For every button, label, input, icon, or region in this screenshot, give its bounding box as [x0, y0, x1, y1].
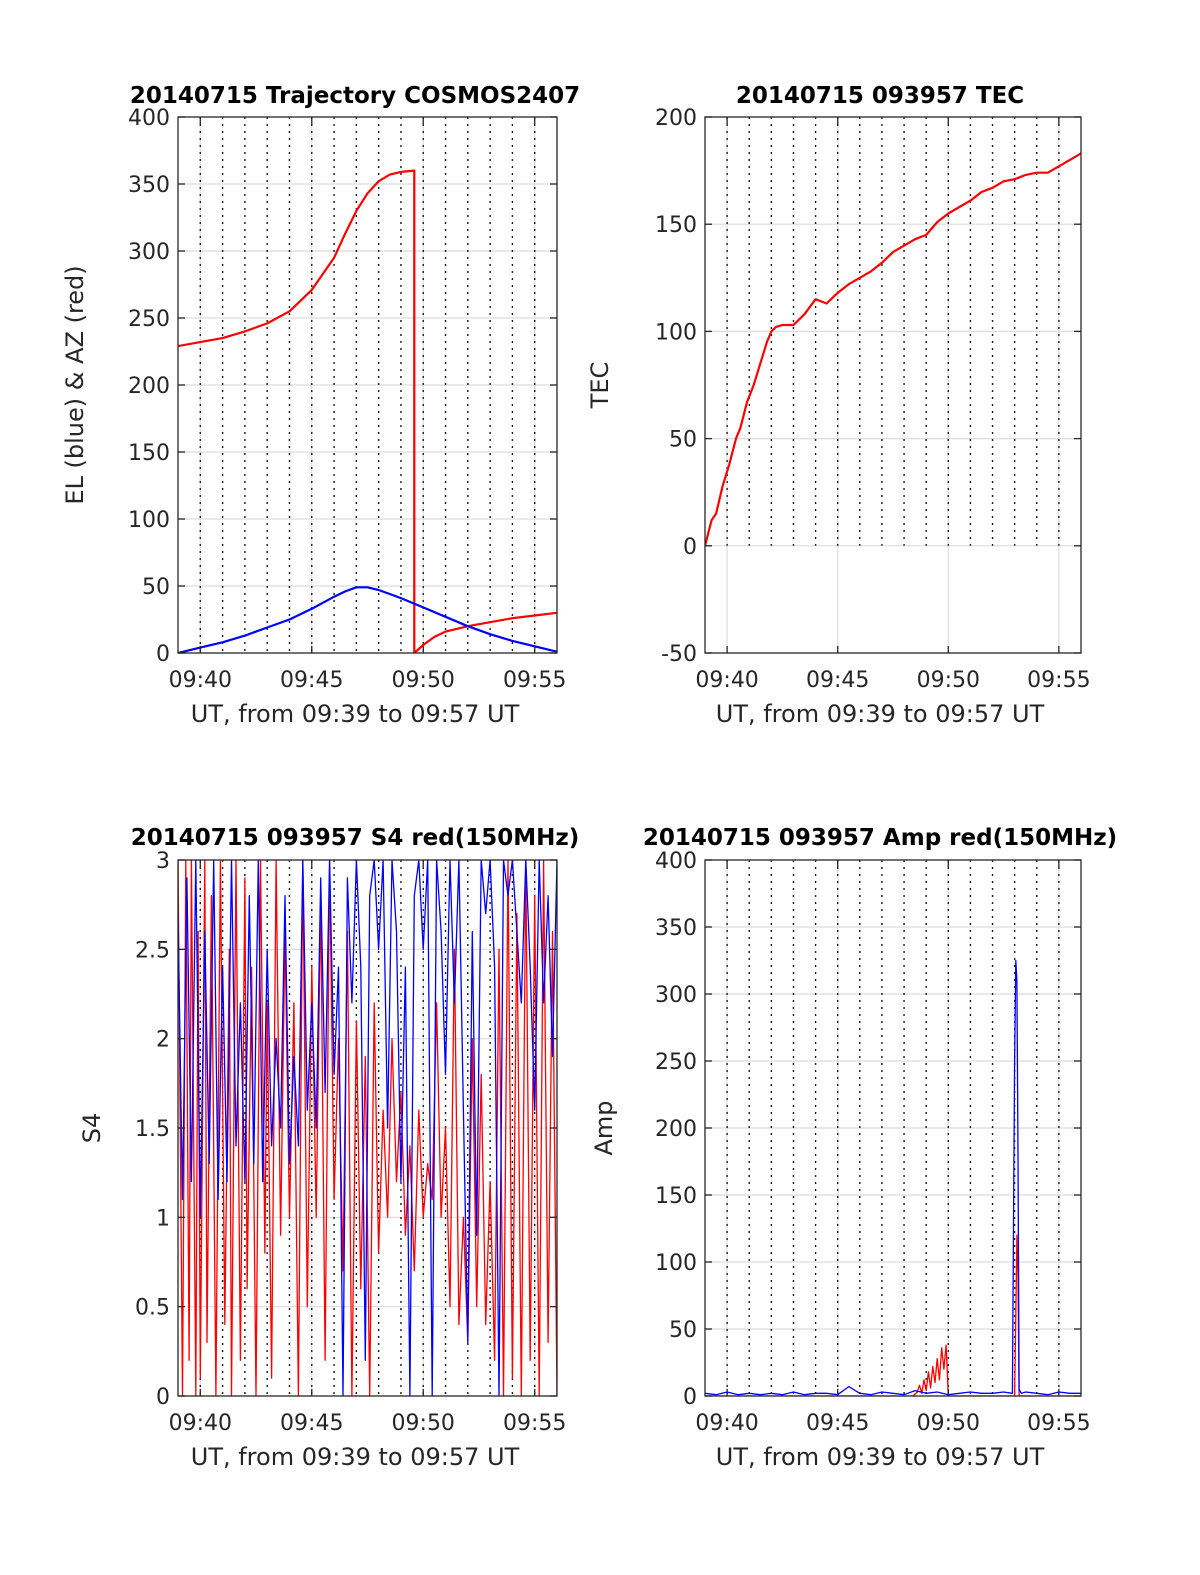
y-tick-label: 250 — [655, 1050, 697, 1075]
x-tick-label: 09:50 — [392, 668, 455, 693]
y-tick-label: 0 — [156, 642, 170, 667]
y-tick-label: 200 — [655, 1117, 697, 1142]
series-line-red — [178, 169, 557, 653]
chart-tec-ylabel: TEC — [586, 362, 614, 410]
y-tick-label: 100 — [655, 320, 697, 345]
chart-amp-xlabel: UT, from 09:39 to 09:57 UT — [716, 1443, 1045, 1471]
y-tick-label: 200 — [128, 374, 170, 399]
chart-s4-title: 20140715 093957 S4 red(150MHz) — [131, 825, 580, 851]
y-tick-label: 0 — [156, 1385, 170, 1410]
y-tick-label: 50 — [669, 1318, 697, 1343]
chart-amp: 20140715 093957 Amp red(150MHz) UT, from… — [590, 825, 1117, 1471]
chart-amp-title: 20140715 093957 Amp red(150MHz) — [643, 825, 1117, 851]
x-tick-label: 09:55 — [1027, 1411, 1090, 1436]
y-tick-label: 150 — [655, 1184, 697, 1209]
chart-traj-ylabel: EL (blue) & AZ (red) — [61, 265, 89, 504]
x-tick-label: 09:40 — [695, 668, 758, 693]
y-tick-label: 250 — [128, 307, 170, 332]
y-tick-label: 50 — [142, 575, 170, 600]
chart-traj-title: 20140715 Trajectory COSMOS2407 — [130, 83, 580, 109]
y-tick-label: 3 — [156, 849, 170, 874]
y-tick-label: 350 — [128, 173, 170, 198]
y-tick-label: 50 — [669, 428, 697, 453]
series-line-red — [705, 152, 1081, 547]
y-tick-label: 150 — [655, 213, 697, 238]
chart-amp-plot: 0 50 100 150 200 250 300 350 400 09:40 09:45 09:50 0… — [655, 849, 1091, 1436]
y-tick-label: 1.5 — [135, 1117, 170, 1142]
y-tick-label: 2 — [156, 1028, 170, 1053]
series-line-blue — [705, 959, 1081, 1396]
y-tick-label: 0.5 — [135, 1296, 170, 1321]
y-tick-label: 350 — [655, 916, 697, 941]
x-tick-label: 09:45 — [806, 1411, 869, 1436]
y-tick-label: 100 — [128, 508, 170, 533]
series-line-red — [705, 1234, 1081, 1396]
chart-tec-plot: -50 0 50 100 150 200 09:40 09:45 09:50 09:55 — [655, 106, 1091, 693]
y-tick-label: 2.5 — [135, 938, 170, 963]
y-tick-label: 400 — [128, 106, 170, 131]
y-tick-label: 1 — [156, 1206, 170, 1231]
chart-tec-xlabel: UT, from 09:39 to 09:57 UT — [716, 700, 1045, 728]
chart-traj: 20140715 Trajectory COSMOS2407 UT, from … — [61, 83, 580, 728]
y-tick-label: 150 — [128, 441, 170, 466]
series-line-red — [178, 860, 557, 1396]
y-tick-label: 0 — [683, 535, 697, 560]
x-tick-label: 09:45 — [280, 1411, 343, 1436]
chart-tec-title: 20140715 093957 TEC — [736, 83, 1024, 109]
y-tick-label: 400 — [655, 849, 697, 874]
chart-s4-ylabel: S4 — [78, 1113, 106, 1144]
series-line-blue — [178, 586, 557, 653]
y-tick-label: 100 — [655, 1251, 697, 1276]
y-tick-label: 300 — [128, 240, 170, 265]
series-line-blue — [178, 860, 557, 1396]
y-tick-label: 200 — [655, 106, 697, 131]
x-tick-label: 09:55 — [503, 668, 566, 693]
y-tick-label: 300 — [655, 983, 697, 1008]
x-tick-label: 09:40 — [169, 1411, 232, 1436]
y-tick-label: -50 — [661, 642, 697, 667]
x-tick-label: 09:45 — [806, 668, 869, 693]
plot-frame — [704, 116, 1082, 654]
chart-s4: 20140715 093957 S4 red(150MHz) UT, from … — [78, 825, 579, 1471]
chart-amp-ylabel: Amp — [590, 1100, 618, 1155]
chart-traj-xlabel: UT, from 09:39 to 09:57 UT — [191, 700, 520, 728]
chart-traj-plot: 0 50 100 150 200 250 300 350 400 09:40 09:45 09:50 0… — [128, 106, 566, 693]
x-tick-label: 09:40 — [695, 1411, 758, 1436]
x-tick-label: 09:50 — [917, 1411, 980, 1436]
x-tick-label: 09:45 — [280, 668, 343, 693]
x-tick-label: 09:50 — [392, 1411, 455, 1436]
x-tick-label: 09:55 — [1027, 668, 1090, 693]
chart-s4-plot: 0 0.5 1 1.5 2 2.5 3 09:40 09:45 09:50 09:55 — [135, 849, 566, 1436]
chart-tec: 20140715 093957 TEC UT, from 09:39 to 09… — [586, 83, 1091, 728]
y-tick-label: 0 — [683, 1385, 697, 1410]
x-tick-label: 09:40 — [169, 668, 232, 693]
x-tick-label: 09:55 — [503, 1411, 566, 1436]
x-tick-label: 09:50 — [917, 668, 980, 693]
chart-s4-xlabel: UT, from 09:39 to 09:57 UT — [191, 1443, 520, 1471]
